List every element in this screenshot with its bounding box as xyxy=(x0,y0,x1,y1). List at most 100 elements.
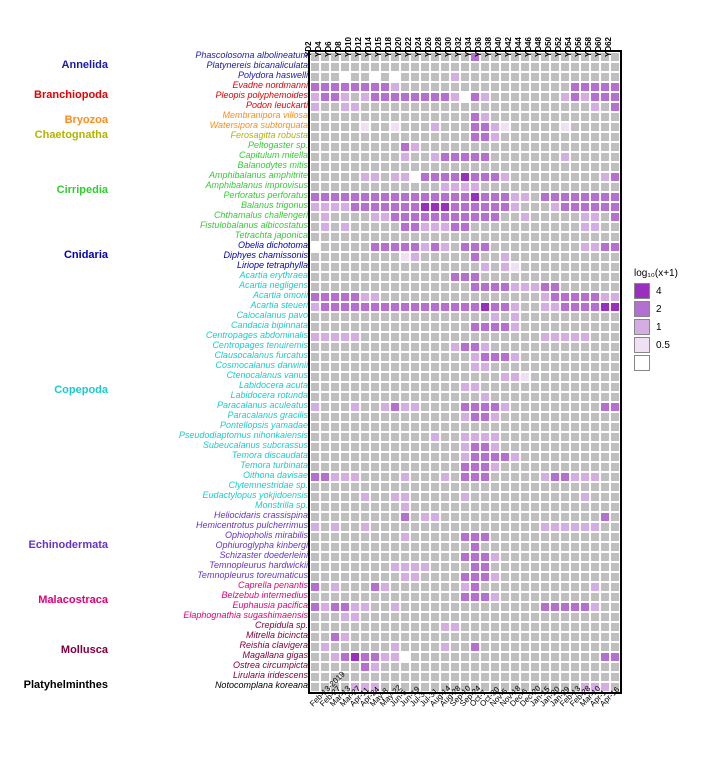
heatmap-cell xyxy=(350,342,360,352)
heatmap-cell xyxy=(480,502,490,512)
heatmap-cell xyxy=(510,652,520,662)
heatmap-cell xyxy=(480,112,490,122)
heatmap-cell xyxy=(480,432,490,442)
heatmap-cell xyxy=(410,552,420,562)
heatmap-cell xyxy=(450,542,460,552)
heatmap-cell xyxy=(360,662,370,672)
heatmap-cell xyxy=(500,232,510,242)
heatmap-cell xyxy=(540,572,550,582)
heatmap-cell xyxy=(500,62,510,72)
heatmap-cell xyxy=(580,252,590,262)
heatmap-cell xyxy=(310,232,320,242)
heatmap-cell xyxy=(350,292,360,302)
heatmap-cell xyxy=(430,522,440,532)
species-label: Polydora haswelli xyxy=(238,70,308,80)
heatmap-cell xyxy=(410,142,420,152)
heatmap-cell xyxy=(350,362,360,372)
heatmap-cell xyxy=(390,332,400,342)
heatmap-cell xyxy=(480,412,490,422)
heatmap-cell xyxy=(340,182,350,192)
species-label: Diphyes chamissonis xyxy=(223,250,308,260)
heatmap-cell xyxy=(560,572,570,582)
heatmap-cell xyxy=(400,412,410,422)
heatmap-cell xyxy=(310,132,320,142)
heatmap-cell xyxy=(370,282,380,292)
heatmap-cell xyxy=(480,612,490,622)
heatmap-cell xyxy=(480,202,490,212)
heatmap-cell xyxy=(460,432,470,442)
heatmap-cell xyxy=(570,332,580,342)
heatmap-cell xyxy=(320,132,330,142)
heatmap-cell xyxy=(470,352,480,362)
heatmap-cell xyxy=(440,232,450,242)
heatmap-cell xyxy=(600,292,610,302)
heatmap-cell xyxy=(500,172,510,182)
heatmap-cell xyxy=(570,482,580,492)
heatmap-cell xyxy=(600,582,610,592)
heatmap-cell xyxy=(520,252,530,262)
heatmap-cell xyxy=(570,272,580,282)
heatmap-cell xyxy=(410,272,420,282)
heatmap-cell xyxy=(560,482,570,492)
heatmap-cell xyxy=(570,362,580,372)
heatmap-cell xyxy=(380,582,390,592)
heatmap-cell xyxy=(350,402,360,412)
heatmap-cell xyxy=(550,252,560,262)
heatmap-cell xyxy=(540,442,550,452)
heatmap-cell xyxy=(480,422,490,432)
heatmap-cell xyxy=(420,222,430,232)
heatmap-cell xyxy=(600,242,610,252)
heatmap-cell xyxy=(360,262,370,272)
heatmap-cell xyxy=(500,362,510,372)
heatmap-cell xyxy=(550,602,560,612)
heatmap-cell xyxy=(410,482,420,492)
heatmap-cell xyxy=(440,532,450,542)
heatmap-cell xyxy=(340,152,350,162)
heatmap-cell xyxy=(350,242,360,252)
heatmap-cell xyxy=(590,262,600,272)
heatmap-cell xyxy=(370,422,380,432)
heatmap-cell xyxy=(360,522,370,532)
heatmap-cell xyxy=(520,392,530,402)
heatmap-cell xyxy=(540,252,550,262)
heatmap-cell xyxy=(600,622,610,632)
heatmap-cell xyxy=(500,142,510,152)
heatmap-cell xyxy=(340,222,350,232)
heatmap-cell xyxy=(380,442,390,452)
heatmap-cell xyxy=(470,642,480,652)
heatmap-cell xyxy=(400,192,410,202)
heatmap-cell xyxy=(340,602,350,612)
heatmap-cell xyxy=(430,612,440,622)
heatmap-cell xyxy=(580,282,590,292)
heatmap-cell xyxy=(310,642,320,652)
heatmap-cell xyxy=(540,602,550,612)
heatmap-cell xyxy=(360,372,370,382)
heatmap-cell xyxy=(590,572,600,582)
heatmap-cell xyxy=(500,552,510,562)
heatmap-cell xyxy=(390,172,400,182)
heatmap-cell xyxy=(590,92,600,102)
heatmap-cell xyxy=(600,452,610,462)
heatmap-cell xyxy=(470,282,480,292)
heatmap-cell xyxy=(430,92,440,102)
heatmap-cell xyxy=(530,372,540,382)
heatmap-cell xyxy=(610,122,620,132)
heatmap-cell xyxy=(440,392,450,402)
heatmap-cell xyxy=(570,142,580,152)
heatmap-cell xyxy=(430,72,440,82)
heatmap-cell xyxy=(380,92,390,102)
species-label: Ophiuroglypha kinbergi xyxy=(215,540,308,550)
heatmap-cell xyxy=(310,592,320,602)
heatmap-cell xyxy=(440,132,450,142)
heatmap-cell xyxy=(540,472,550,482)
heatmap-cell xyxy=(540,162,550,172)
species-label: Lirularia iridescens xyxy=(233,670,308,680)
heatmap-cell xyxy=(460,122,470,132)
heatmap-cell xyxy=(590,482,600,492)
heatmap-cell xyxy=(530,572,540,582)
heatmap-cell xyxy=(500,102,510,112)
heatmap-cell xyxy=(340,172,350,182)
heatmap-cell xyxy=(380,382,390,392)
heatmap-cell xyxy=(430,462,440,472)
heatmap-cell xyxy=(440,192,450,202)
